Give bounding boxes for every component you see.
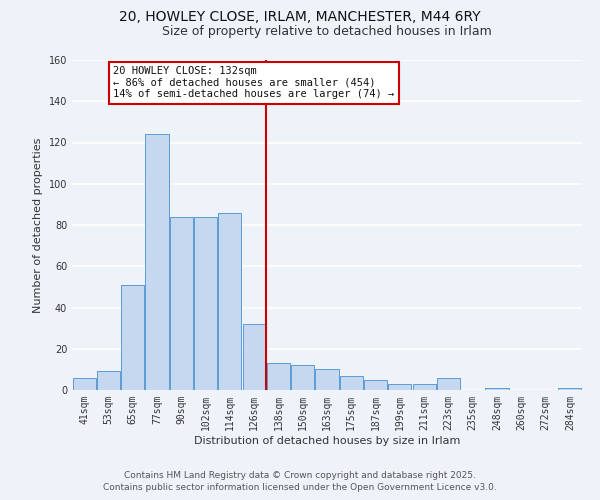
Text: 20 HOWLEY CLOSE: 132sqm
← 86% of detached houses are smaller (454)
14% of semi-d: 20 HOWLEY CLOSE: 132sqm ← 86% of detache… [113,66,395,100]
Bar [559,388,581,390]
Text: Contains HM Land Registry data © Crown copyright and database right 2025.
Contai: Contains HM Land Registry data © Crown c… [103,471,497,492]
Bar [267,363,290,390]
Title: Size of property relative to detached houses in Irlam: Size of property relative to detached ho… [162,25,492,38]
Bar [73,378,95,390]
Bar [316,370,338,390]
X-axis label: Distribution of detached houses by size in Irlam: Distribution of detached houses by size … [194,436,460,446]
Bar [364,380,387,390]
Text: 20, HOWLEY CLOSE, IRLAM, MANCHESTER, M44 6RY: 20, HOWLEY CLOSE, IRLAM, MANCHESTER, M44… [119,10,481,24]
Bar [194,217,217,390]
Bar [437,378,460,390]
Bar [170,217,193,390]
Y-axis label: Number of detached properties: Number of detached properties [33,138,43,312]
Bar [97,372,120,390]
Bar [218,212,241,390]
Bar [242,324,266,390]
Bar [340,376,363,390]
Bar [291,365,314,390]
Bar [145,134,169,390]
Bar [485,388,509,390]
Bar [413,384,436,390]
Bar [388,384,412,390]
Bar [121,285,144,390]
